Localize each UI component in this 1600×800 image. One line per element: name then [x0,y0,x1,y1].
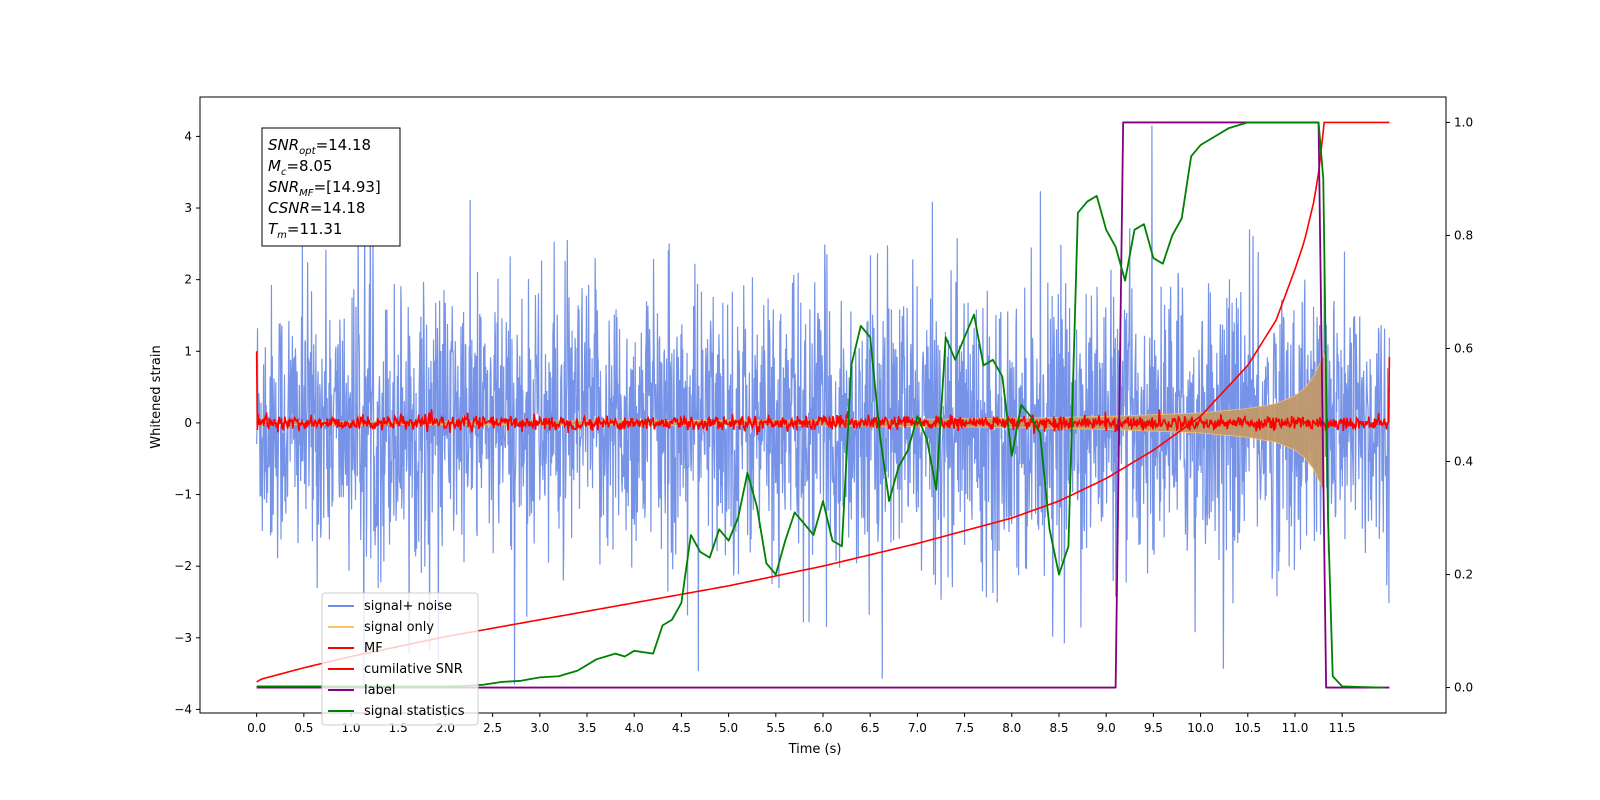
y-tick-label-right: 0.0 [1454,681,1473,695]
y-tick-label-left: 4 [184,129,192,143]
x-tick-label: 0.5 [294,721,313,735]
y-tick-label-left: 2 [184,273,192,287]
y-tick-label-left: −3 [174,631,192,645]
legend-entry-label: signal statistics [364,704,465,719]
series-signal-noise [256,125,1390,685]
x-tick-label: 9.0 [1097,721,1116,735]
x-tick-label: 7.0 [908,721,927,735]
y-tick-label-left: −2 [174,559,192,573]
series-mf [255,351,1391,436]
annotation-box: SNRopt=14.18Mc=8.05SNRMF=[14.93]CSNR=14.… [261,127,401,247]
x-tick-label: 11.0 [1282,721,1309,735]
legend: signal+ noise signal only MF cumilative SNR… [321,592,479,726]
legend-entry-label: MF [364,641,383,656]
annotation-line: CSNR=14.18 [268,199,365,217]
y-tick-label-left: 3 [184,201,192,215]
series-label [256,121,1390,689]
x-tick-label: 8.5 [1049,721,1068,735]
y-tick-label-left: −1 [174,488,192,502]
x-tick-label: 5.5 [766,721,785,735]
annotation-line: Tm=11.31 [268,220,342,241]
y-tick-label-right: 0.8 [1454,228,1473,242]
legend-frame [321,592,479,726]
x-tick-label: 7.5 [955,721,974,735]
y-tick-label-right: 0.4 [1454,455,1473,469]
x-tick-label: 3.5 [577,721,596,735]
legend-entry-label: signal+ noise [364,599,452,614]
x-tick-label: 10.0 [1187,721,1214,735]
x-tick-label: 11.5 [1329,721,1356,735]
y-tick-label-right: 0.6 [1454,341,1473,355]
x-tick-label: 10.5 [1234,721,1261,735]
legend-entry-label: label [364,683,395,698]
y-tick-label-right: 1.0 [1454,115,1473,129]
x-tick-label: 6.5 [861,721,880,735]
annotation-line: Mc=8.05 [268,157,332,178]
legend-entry-label: cumilative SNR [364,662,463,677]
y-tick-label-left: −4 [174,702,192,716]
x-tick-label: 5.0 [719,721,738,735]
x-tick-label: 9.5 [1144,721,1163,735]
x-tick-label: 4.5 [672,721,691,735]
x-tick-label: 4.0 [625,721,644,735]
y-tick-label-left: 1 [184,344,192,358]
x-axis-label: Time (s) [788,742,842,757]
x-tick-label: 2.5 [483,721,502,735]
annotation-frame [261,127,401,247]
annotation-line: SNRMF=[14.93] [268,178,381,199]
y-tick-label-left: 0 [184,416,192,430]
y-tick-label-right: 0.2 [1454,568,1473,582]
x-tick-label: 8.0 [1002,721,1021,735]
x-tick-label: 0.0 [247,721,266,735]
legend-entry-label: signal only [364,620,434,635]
series-signal-statistics [256,121,1385,689]
x-tick-label: 3.0 [530,721,549,735]
annotation-line: SNRopt=14.18 [268,136,371,157]
y-axis-label: Whitened strain [149,345,164,448]
x-tick-label: 6.0 [813,721,832,735]
